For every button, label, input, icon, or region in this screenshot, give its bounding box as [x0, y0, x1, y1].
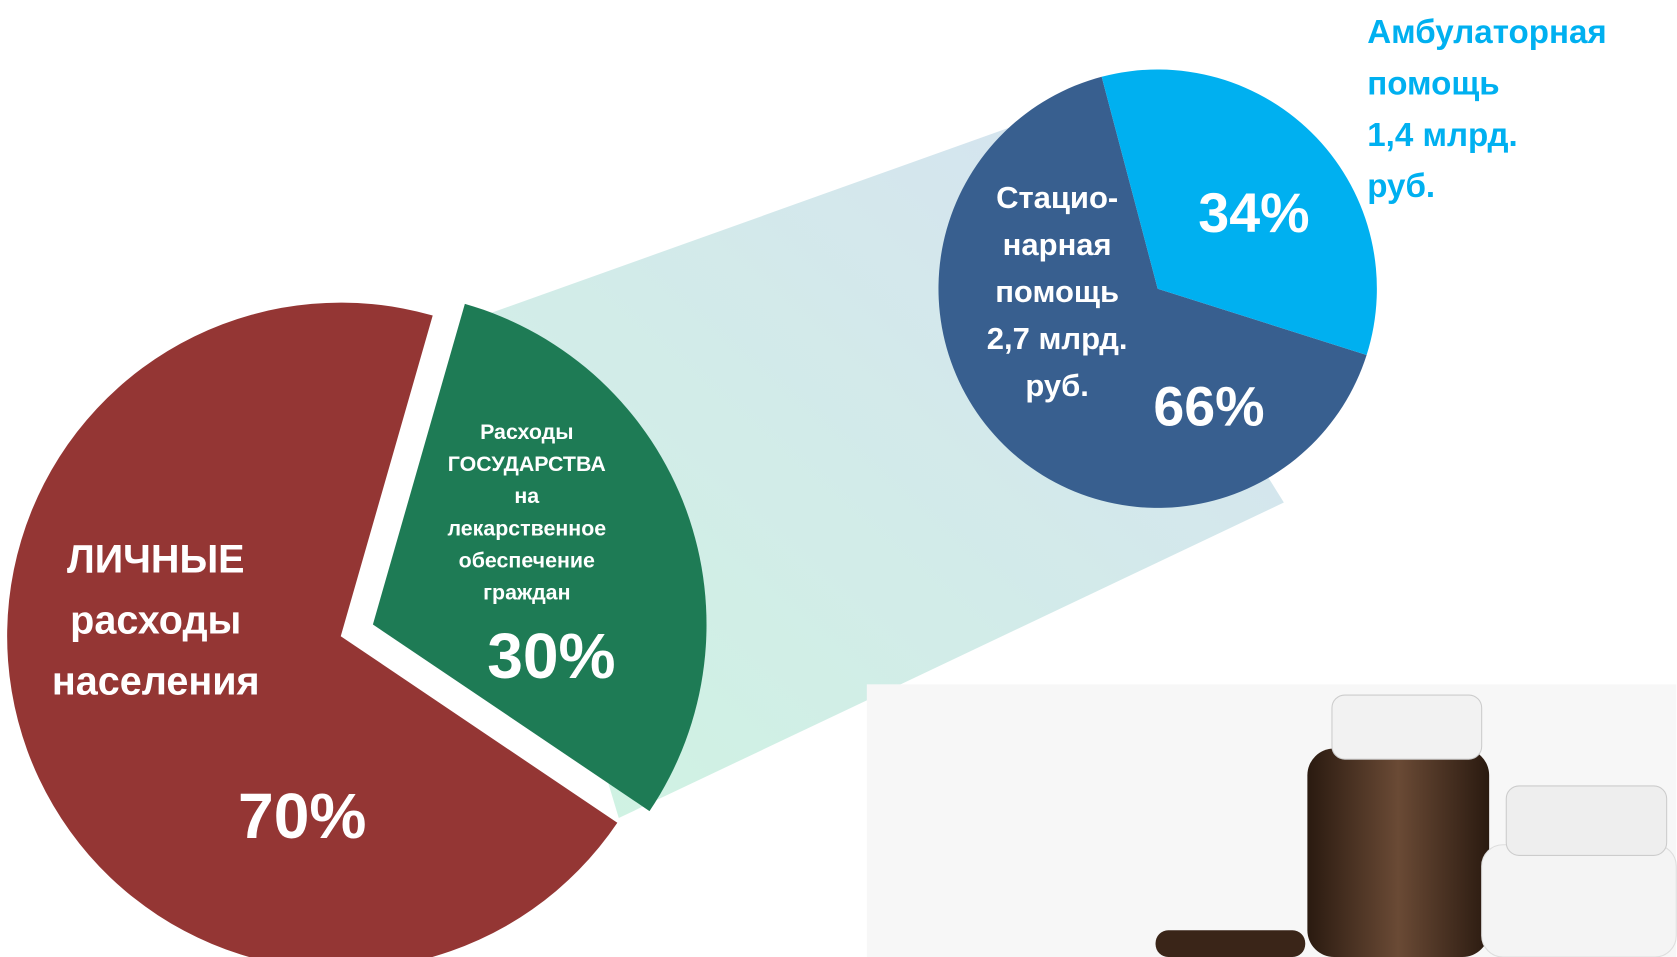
pie-slice: [938, 76, 1367, 508]
bottles: [866, 684, 1677, 957]
slice-label: Стацио-нарная помощь 2,7 млрд. руб.: [987, 180, 1128, 403]
pie-slice: [7, 302, 618, 957]
pie-slice: [372, 303, 707, 812]
slice-label: Расходы ГОСУДАРСТВА на лекарственное обеспеч…: [447, 420, 606, 604]
slice-label: ЛИЧНЫЕ расходы населения: [52, 538, 260, 704]
value-label: 30%: [487, 620, 615, 692]
value-label: 34%: [1198, 182, 1309, 244]
plot: ЛИЧНЫЕ расходы населения 70% Расходы ГОСУДАРС…: [7, 14, 1607, 957]
value-label: 66%: [1153, 375, 1264, 437]
slice-label: Амбулаторная помощь 1,4 млрд. руб.: [1367, 14, 1606, 205]
pie-slice: [1101, 69, 1377, 355]
value-label: 70%: [238, 780, 366, 852]
